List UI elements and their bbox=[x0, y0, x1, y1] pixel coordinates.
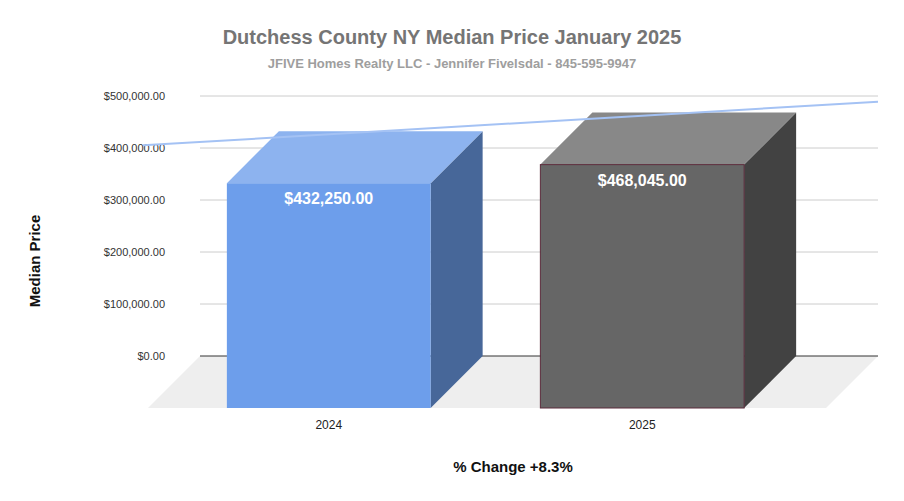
y-tick-label: $200,000.00 bbox=[104, 246, 165, 258]
bar-front bbox=[227, 183, 431, 408]
y-tick-label: $500,000.00 bbox=[104, 90, 165, 102]
chart: Dutchess County NY Median Price January … bbox=[0, 0, 904, 501]
data-label: $468,045.00 bbox=[598, 172, 687, 189]
y-tick-label: $0.00 bbox=[137, 350, 165, 362]
trend-line bbox=[143, 102, 878, 146]
x-tick-label: 2024 bbox=[315, 418, 342, 432]
chart-root: Dutchess County NY Median Price January … bbox=[0, 0, 904, 501]
bar-side bbox=[744, 113, 796, 408]
annotation: % Change +8.3% bbox=[453, 458, 573, 475]
grid-line bbox=[200, 96, 878, 97]
bar bbox=[227, 131, 483, 408]
marks bbox=[227, 113, 796, 408]
bar bbox=[540, 113, 796, 408]
y-axis-label: Median Price bbox=[26, 215, 43, 308]
y-tick-label: $300,000.00 bbox=[104, 194, 165, 206]
labels: $432,250.00 2024 $468,045.00 2025 bbox=[284, 172, 687, 432]
bar-front bbox=[540, 165, 744, 408]
title: Dutchess County NY Median Price January … bbox=[223, 26, 682, 48]
subtitle: JFIVE Homes Realty LLC - Jennifer Fivels… bbox=[268, 56, 636, 71]
y-tick-label: $100,000.00 bbox=[104, 298, 165, 310]
data-label: $432,250.00 bbox=[284, 190, 373, 207]
x-tick-label: 2025 bbox=[629, 418, 656, 432]
